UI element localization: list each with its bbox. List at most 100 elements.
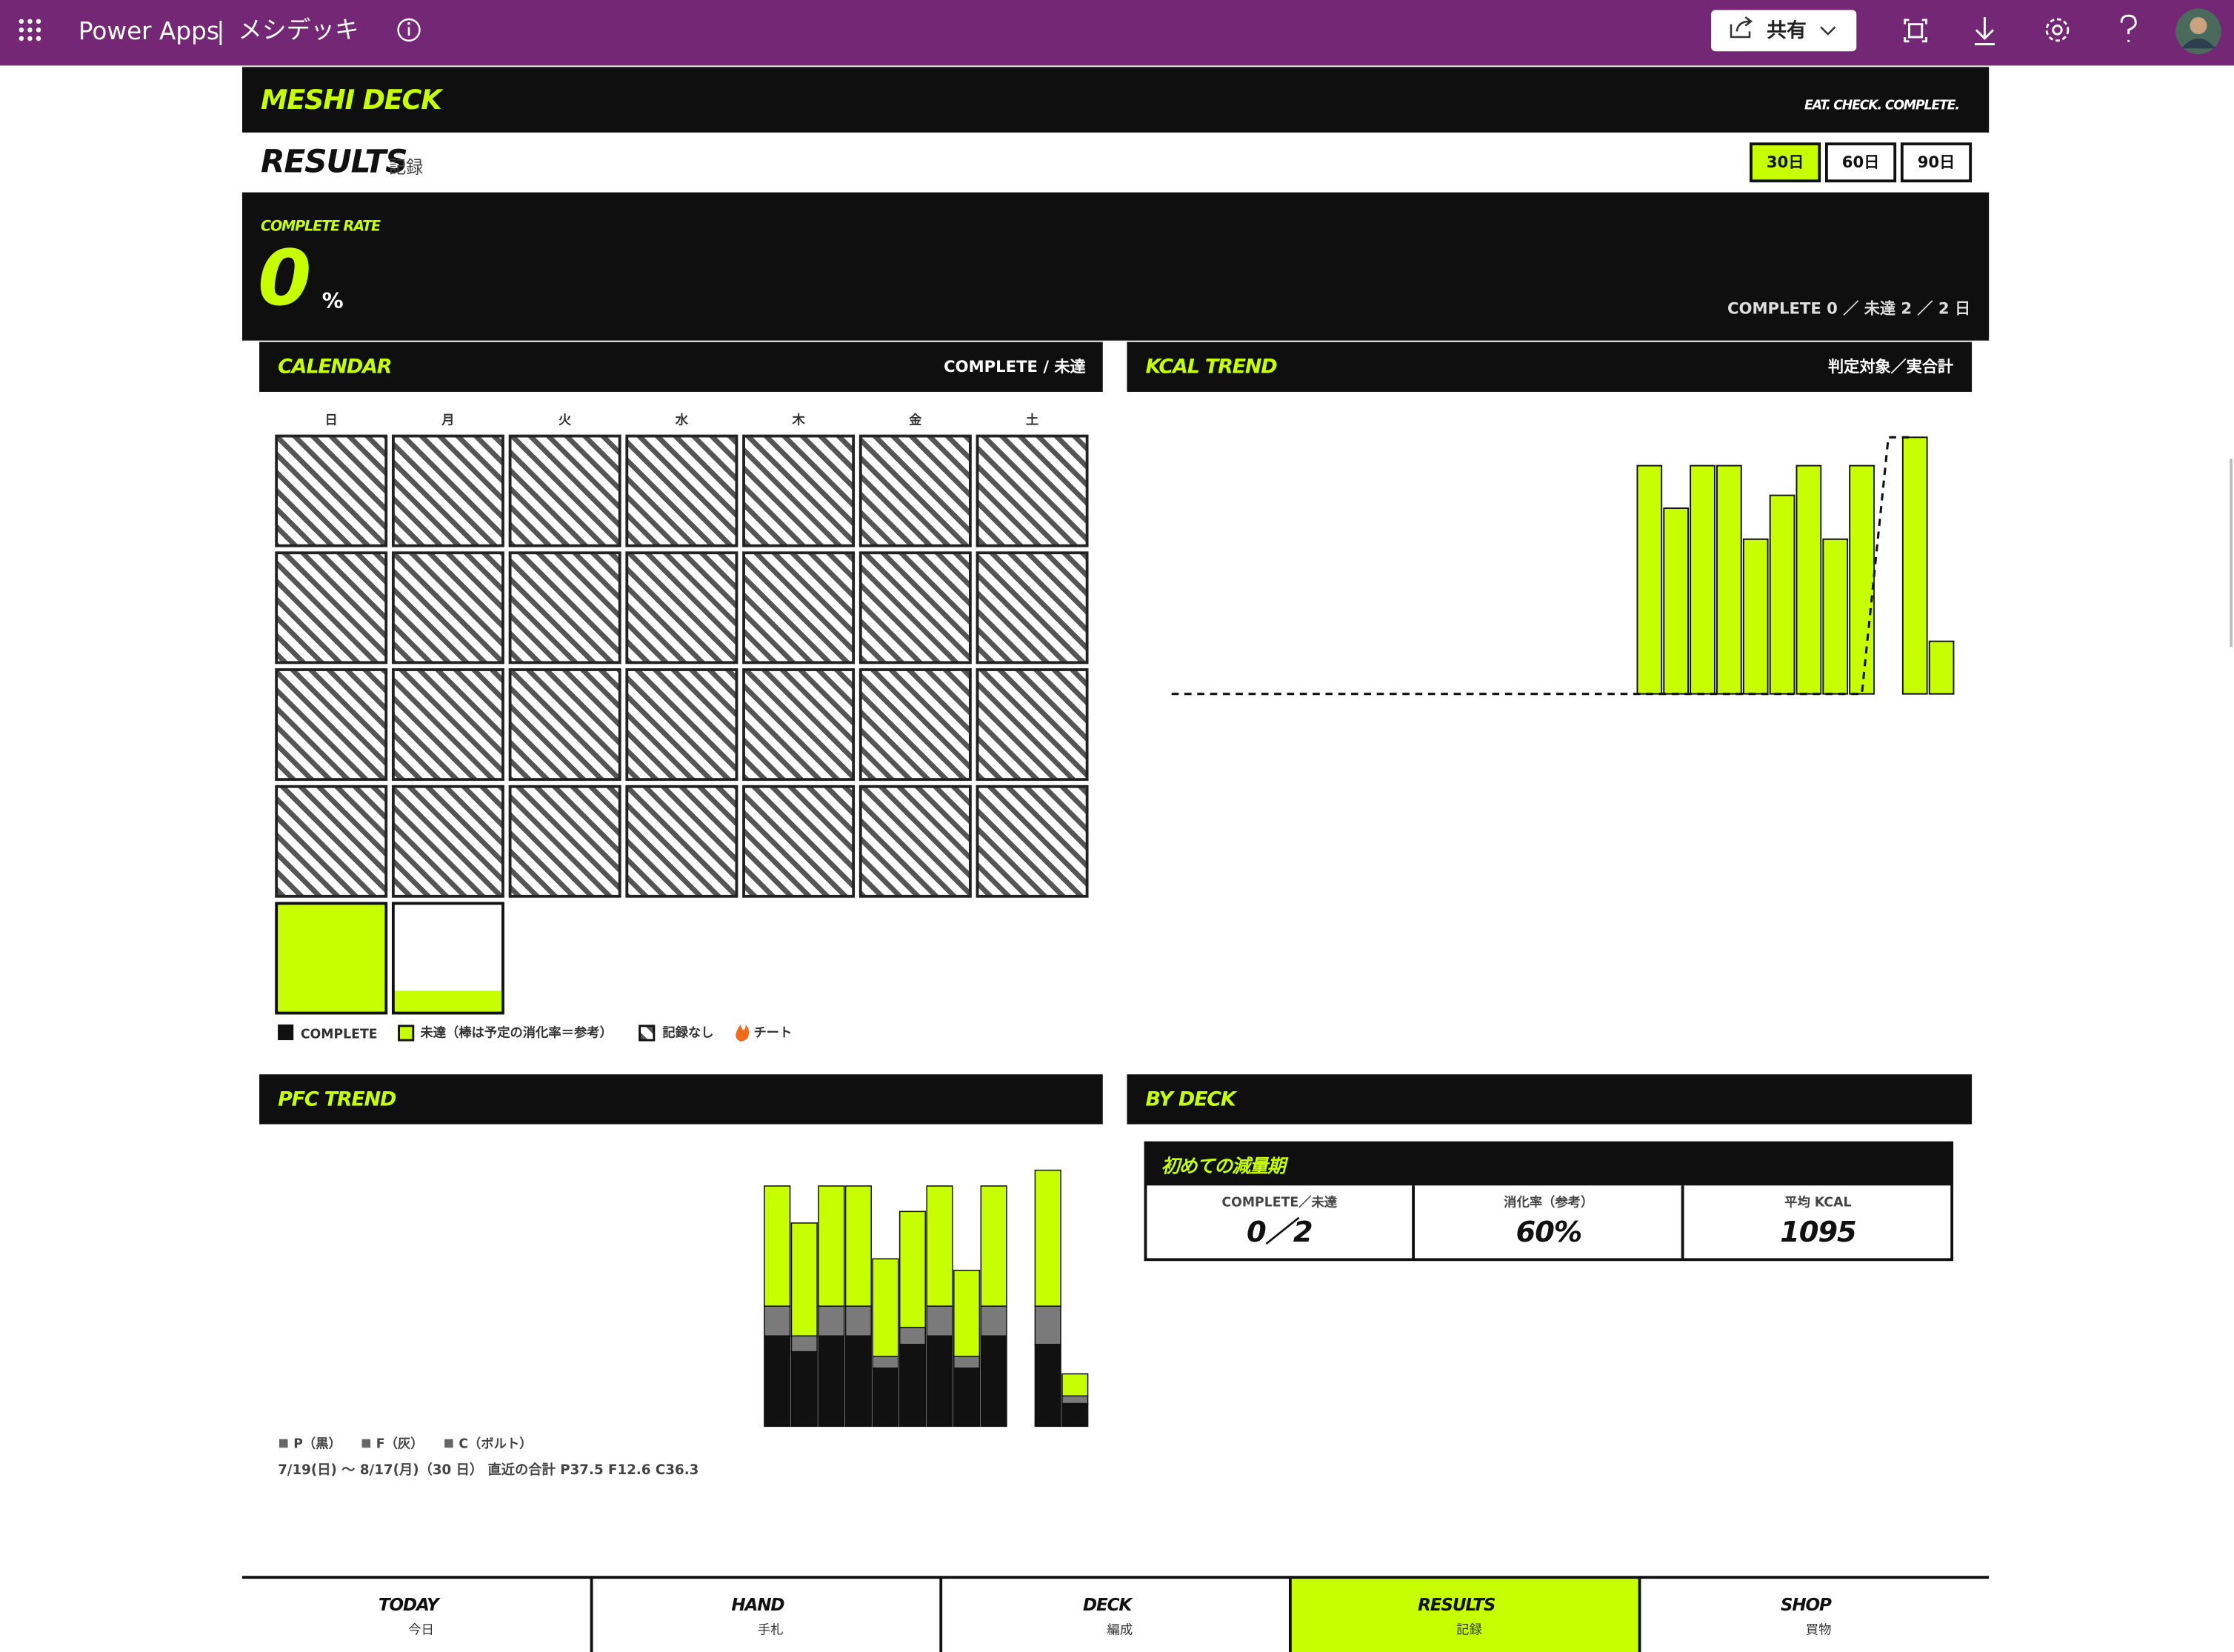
legend-label: チート bbox=[754, 1025, 793, 1040]
weekday-label: 火 bbox=[558, 413, 572, 427]
pfc-segment bbox=[818, 1335, 845, 1428]
separator: | bbox=[216, 17, 224, 45]
stat-label: COMPLETE／未達 bbox=[1221, 1194, 1337, 1210]
avatar[interactable] bbox=[2175, 8, 2221, 55]
calendar-cell-empty bbox=[625, 551, 738, 665]
calendar-cell-empty bbox=[275, 434, 388, 547]
pfc-segment bbox=[1061, 1395, 1089, 1405]
pfc-segment bbox=[844, 1305, 872, 1337]
share-label: 共有 bbox=[1767, 19, 1807, 42]
section-title: CALENDAR bbox=[278, 356, 391, 379]
weekday-label: 金 bbox=[909, 412, 922, 427]
weekday-label: 土 bbox=[1026, 412, 1038, 427]
scrollbar[interactable] bbox=[2230, 459, 2233, 647]
nav-tab[interactable] bbox=[1290, 1577, 1640, 1652]
nav-sub: 買物 bbox=[1806, 1622, 1832, 1637]
pfc-segment bbox=[818, 1305, 845, 1337]
calendar-cell-empty bbox=[391, 434, 504, 547]
nav-sub: 手札 bbox=[758, 1622, 784, 1637]
legend-swatch bbox=[638, 1025, 656, 1042]
period-label: 90日 bbox=[1918, 153, 1955, 171]
calendar-cell-empty bbox=[742, 434, 856, 547]
help-icon[interactable] bbox=[2120, 14, 2137, 42]
summary-unit: % bbox=[322, 288, 344, 313]
legend-label: C（ボルト） bbox=[459, 1436, 532, 1451]
kcal-bar bbox=[1663, 507, 1690, 695]
stat-value: 0／2 bbox=[1247, 1216, 1313, 1249]
pfc-segment bbox=[1061, 1373, 1089, 1397]
calendar-cell-empty bbox=[508, 668, 621, 782]
summary-label: COMPLETE RATE bbox=[261, 217, 381, 234]
nav-label: SHOP bbox=[1781, 1596, 1832, 1615]
weekday-label: 木 bbox=[791, 412, 805, 427]
rate-bar bbox=[277, 904, 386, 1013]
calendar-cell-empty bbox=[391, 668, 504, 782]
waffle-icon[interactable] bbox=[19, 19, 41, 41]
nav-tab[interactable] bbox=[941, 1577, 1290, 1652]
nav-tab[interactable] bbox=[591, 1577, 941, 1652]
calendar-cell-empty bbox=[275, 785, 388, 898]
target-line bbox=[1171, 436, 1915, 696]
kcal-bar bbox=[1795, 464, 1822, 695]
fit-icon[interactable] bbox=[1904, 19, 1927, 43]
calendar-cell-empty bbox=[275, 668, 388, 782]
brand: MESHI DECK bbox=[261, 84, 444, 116]
pfc-segment bbox=[764, 1185, 791, 1307]
pfc-segment bbox=[872, 1356, 899, 1369]
page-title: RESULTS bbox=[261, 144, 407, 180]
settings-icon[interactable] bbox=[2045, 18, 2070, 42]
pfc-segment bbox=[898, 1210, 927, 1328]
pfc-segment bbox=[980, 1185, 1007, 1307]
section-header bbox=[259, 342, 1103, 392]
section-header bbox=[259, 1074, 1103, 1125]
legend-swatch bbox=[444, 1439, 453, 1448]
app-name: メシデッキ bbox=[238, 16, 359, 44]
kcal-bar bbox=[1928, 640, 1955, 695]
legend-swatch bbox=[361, 1439, 371, 1448]
pfc-segment bbox=[872, 1367, 899, 1428]
kcal-bar bbox=[1690, 464, 1715, 695]
calendar-cell-empty bbox=[625, 785, 738, 898]
nav-tab[interactable] bbox=[1639, 1577, 1990, 1652]
calendar-cell-empty bbox=[976, 434, 1089, 547]
calendar-cell-empty bbox=[742, 668, 856, 782]
pfc-segment bbox=[790, 1222, 818, 1337]
kcal-bar bbox=[1901, 436, 1928, 695]
pfc-segment bbox=[926, 1305, 953, 1337]
share-button[interactable] bbox=[1711, 10, 1857, 52]
stat-value: 1095 bbox=[1780, 1216, 1855, 1249]
legend-label: F（灰） bbox=[376, 1436, 424, 1451]
calendar-cell-empty bbox=[742, 551, 856, 665]
legend-label: 未達（棒は予定の消化率＝参考） bbox=[419, 1025, 612, 1040]
legend-label: 記録なし bbox=[662, 1025, 713, 1040]
pfc-segment bbox=[1061, 1402, 1089, 1428]
pfc-segment bbox=[926, 1185, 953, 1307]
nav-tab[interactable] bbox=[241, 1577, 592, 1652]
pfc-segment bbox=[790, 1350, 818, 1428]
period-button[interactable] bbox=[1900, 142, 1973, 183]
calendar-cell-empty bbox=[625, 668, 738, 782]
pfc-segment bbox=[818, 1185, 845, 1307]
period-button[interactable] bbox=[1750, 142, 1821, 183]
cheat-icon bbox=[736, 1024, 750, 1042]
legend-swatch bbox=[278, 1024, 294, 1041]
pfc-segment bbox=[844, 1335, 872, 1428]
pfc-segment bbox=[1034, 1305, 1061, 1345]
calendar-cell-empty bbox=[976, 785, 1089, 898]
brand-bar bbox=[241, 67, 1990, 133]
calendar-cell-empty bbox=[508, 785, 621, 898]
download-icon[interactable] bbox=[1974, 17, 1995, 46]
info-icon[interactable] bbox=[397, 18, 421, 42]
period-button[interactable] bbox=[1824, 142, 1897, 183]
chart-subtitle: 判定対象／実合計 bbox=[1828, 357, 1953, 376]
nav-label: RESULTS bbox=[1418, 1596, 1496, 1615]
summary-value: 0 bbox=[258, 234, 310, 323]
calendar-cell-empty bbox=[858, 551, 972, 665]
summary-panel bbox=[241, 192, 1990, 341]
stat-label: 消化率（参考） bbox=[1504, 1194, 1593, 1210]
pfc-segment bbox=[790, 1335, 818, 1353]
pfc-segment bbox=[926, 1335, 953, 1428]
kcal-bar bbox=[1769, 494, 1795, 695]
section-title: BY DECK bbox=[1145, 1088, 1237, 1110]
calendar-cell-empty bbox=[858, 668, 972, 782]
